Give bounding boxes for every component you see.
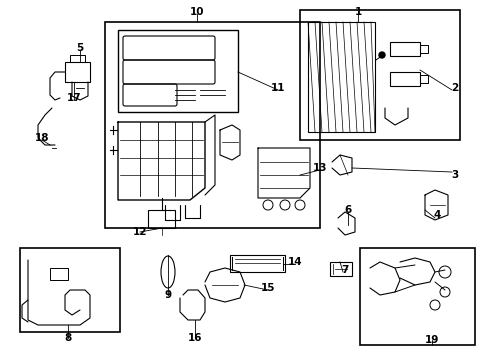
Text: 3: 3 (450, 170, 458, 180)
Bar (389, 72, 419, 86)
Bar (65, 62, 90, 82)
Text: 18: 18 (35, 133, 49, 143)
Text: 1: 1 (354, 7, 361, 17)
Text: 9: 9 (164, 290, 171, 300)
Bar (329, 262, 351, 276)
Text: 2: 2 (450, 83, 458, 93)
Text: 14: 14 (287, 257, 302, 267)
Text: 13: 13 (312, 163, 326, 173)
Bar (70, 55, 85, 62)
Bar (50, 268, 68, 280)
Text: 17: 17 (66, 93, 81, 103)
Bar (359, 248, 474, 345)
Text: 11: 11 (270, 83, 285, 93)
Bar (229, 255, 285, 272)
Text: 8: 8 (64, 333, 71, 343)
Text: 7: 7 (341, 265, 348, 275)
Bar (307, 22, 374, 132)
Bar (105, 22, 319, 228)
Text: 19: 19 (424, 335, 438, 345)
Text: 6: 6 (344, 205, 351, 215)
Text: 10: 10 (189, 7, 204, 17)
Bar (148, 210, 175, 228)
Text: 15: 15 (260, 283, 275, 293)
Text: 5: 5 (76, 43, 83, 53)
Bar (299, 10, 459, 140)
Ellipse shape (161, 256, 175, 288)
Bar (389, 42, 419, 56)
Bar (118, 30, 238, 112)
Text: 12: 12 (132, 227, 147, 237)
Text: 4: 4 (432, 210, 440, 220)
Text: 16: 16 (187, 333, 202, 343)
Bar (20, 248, 120, 332)
Circle shape (378, 52, 384, 58)
